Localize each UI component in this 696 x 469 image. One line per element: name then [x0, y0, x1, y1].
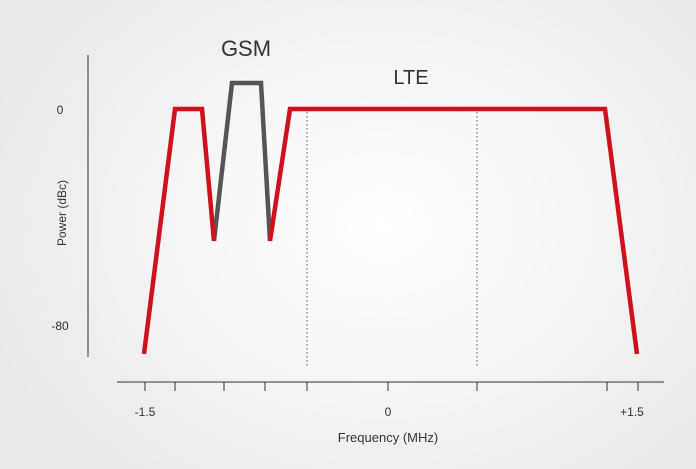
y-tick-label-neg80: -80 — [51, 319, 69, 333]
gsm-spectrum-trace — [211, 80, 273, 242]
lte-spectrum-trace-main — [267, 106, 640, 355]
lte-spectrum-trace — [141, 106, 217, 355]
y-tick-label-0: 0 — [57, 103, 64, 117]
x-axis-label: Frequency (MHz) — [338, 430, 438, 445]
lte-annotation: LTE — [393, 67, 428, 89]
x-tick-label-neg1.5: -1.5 — [135, 405, 156, 419]
y-axis-label: Power (dBc) — [55, 180, 69, 246]
gsm-annotation: GSM — [221, 36, 271, 61]
x-tick-label-pos1.5: +1.5 — [620, 405, 644, 419]
x-tick-label-0: 0 — [385, 405, 392, 419]
